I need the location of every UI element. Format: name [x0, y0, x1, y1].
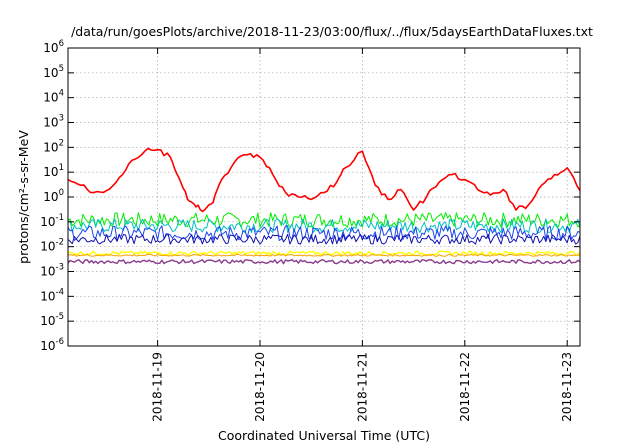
series-line	[67, 147, 581, 213]
series-layer	[67, 147, 581, 265]
x-tick-label: 2018-11-20	[253, 352, 267, 422]
y-tick-label: 106	[43, 39, 64, 55]
series-line	[67, 253, 581, 257]
x-tick-label: 2018-11-23	[560, 352, 574, 422]
y-tick-label: 102	[43, 138, 64, 154]
y-tick-label: 10-2	[40, 238, 64, 254]
y-axis-label: protons/cm²-s-sr-MeV	[16, 130, 31, 264]
series-line	[67, 225, 581, 242]
x-tick-label: 2018-11-19	[151, 352, 165, 422]
y-tick-label: 10-5	[40, 312, 64, 328]
x-axis-label: Coordinated Universal Time (UTC)	[218, 428, 430, 443]
y-tick-label: 10-4	[40, 287, 64, 303]
series-line	[67, 250, 581, 256]
y-tick-label: 10-1	[40, 213, 64, 229]
y-tick-label: 104	[43, 89, 64, 105]
x-tick-label: 2018-11-21	[355, 352, 369, 422]
x-tick-label: 2018-11-22	[458, 352, 472, 422]
y-tick-label: 10-6	[40, 337, 64, 353]
y-tick-label: 105	[43, 64, 64, 80]
x-ticks: 2018-11-19 2018-11-20 2018-11-21 2018-11-22…	[151, 48, 574, 422]
y-tick-label: 100	[43, 188, 64, 204]
y-tick-label: 103	[43, 114, 64, 130]
grid	[68, 48, 580, 346]
series-line	[67, 233, 581, 245]
y-tick-label: 10-3	[40, 263, 64, 279]
chart-title: /data/run/goesPlots/archive/2018-11-23/0…	[71, 24, 593, 39]
series-line	[67, 218, 581, 234]
series-line	[67, 212, 581, 228]
series-line	[67, 258, 581, 265]
y-tick-label: 101	[43, 163, 64, 179]
y-ticks: 10-6 10-5 10-4 10-3 10-2 10-1 100 101 102 103 104 1…	[40, 39, 580, 353]
